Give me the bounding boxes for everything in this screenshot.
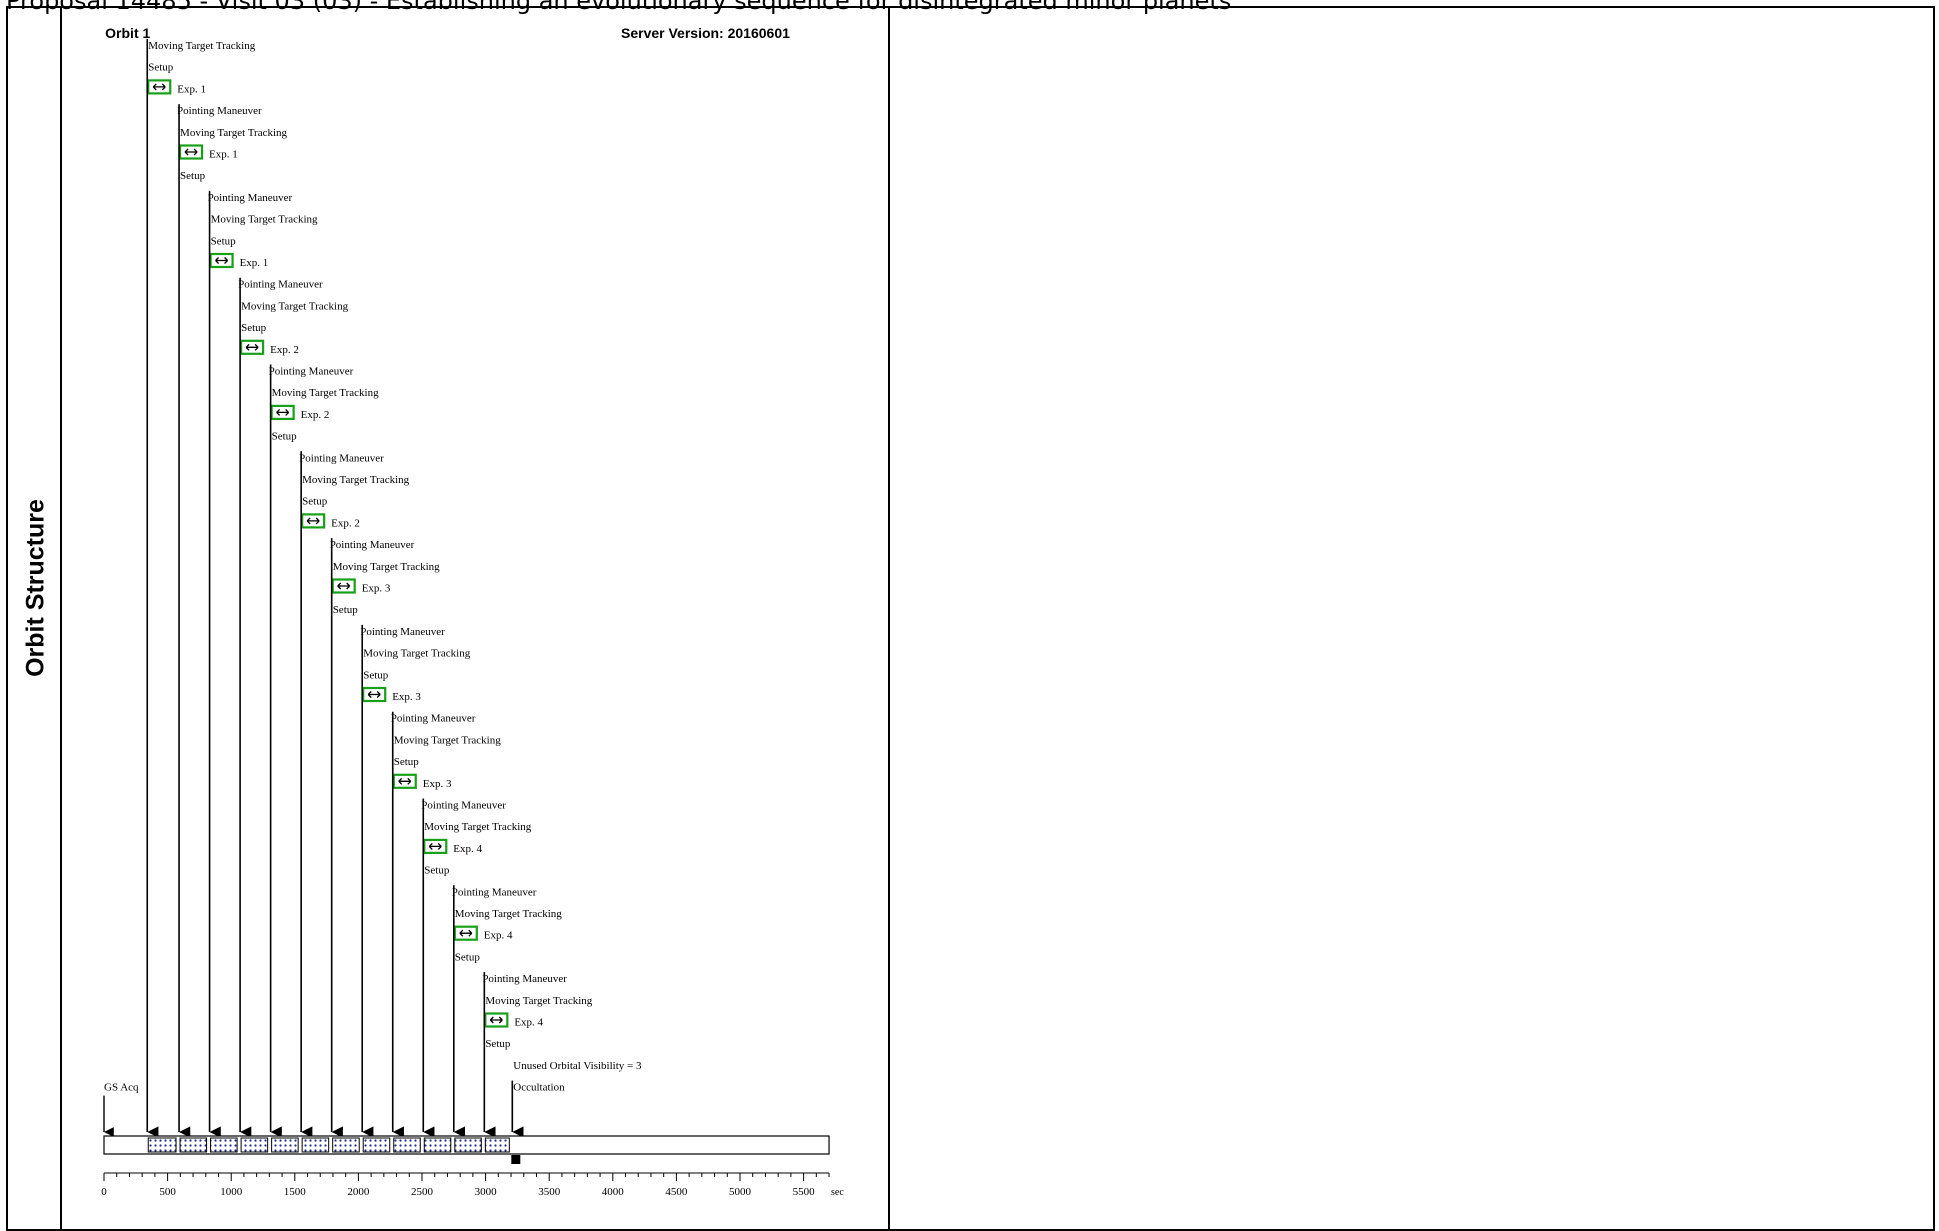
event-label: Moving Target Tracking [363, 648, 470, 660]
event-label: Pointing Maneuver [482, 973, 567, 985]
axis-tick-label: 2000 [347, 1186, 370, 1198]
exposure-label: Exp. 1 [209, 149, 238, 161]
event-label: Setup [211, 235, 237, 247]
double-arrow-icon [245, 343, 259, 351]
exposure-label: Exp. 3 [392, 691, 421, 703]
column-divider [888, 8, 890, 1229]
side-column: Orbit Structure [8, 8, 62, 1229]
event-label: Pointing Maneuver [330, 539, 415, 551]
event-label: Setup [333, 604, 359, 616]
orbit-timeline-diagram: Orbit 1 Server Version: 20160601 Moving Ta… [101, 25, 844, 1198]
event-label: Pointing Maneuver [360, 626, 445, 638]
event-label: Pointing Maneuver [177, 105, 262, 117]
exposure-label: Exp. 2 [301, 409, 330, 421]
double-arrow-icon [459, 929, 473, 937]
event-label: Moving Target Tracking [424, 821, 531, 833]
double-arrow-icon [337, 582, 351, 590]
event-label: Moving Target Tracking [302, 474, 409, 486]
double-arrow-icon [489, 1016, 503, 1024]
double-arrow-icon [215, 257, 229, 264]
axis-tick-label: 4500 [665, 1186, 688, 1198]
exposure-segment [301, 1137, 330, 1153]
gs-acq-label: GS Acq [104, 1082, 139, 1094]
event-label: Setup [394, 756, 420, 768]
exposure-label: Exp. 3 [423, 778, 452, 790]
event-label: Moving Target Tracking [485, 995, 592, 1007]
orbit-structure-panel: Orbit Structure Orbit 1 Server Version: 2… [6, 6, 1935, 1231]
event-label: Pointing Maneuver [208, 192, 293, 204]
axis-tick-label: 2500 [411, 1186, 434, 1198]
exposure-segment [240, 1137, 269, 1153]
axis-tick-label: 5000 [729, 1186, 752, 1198]
event-label: Setup [485, 1038, 511, 1050]
exposure-segment [393, 1137, 421, 1153]
event-label: Setup [424, 865, 450, 877]
exposure-segment [179, 1137, 208, 1153]
double-arrow-icon [152, 83, 166, 91]
event-label: Pointing Maneuver [452, 886, 537, 898]
exposure-label: Exp. 4 [514, 1017, 543, 1029]
event-label: Pointing Maneuver [299, 452, 384, 464]
axis-tick-label: 5500 [793, 1186, 816, 1198]
event-label: Pointing Maneuver [269, 366, 354, 378]
exposure-segment [271, 1137, 299, 1153]
orbit-label: Orbit 1 [105, 25, 150, 41]
axis-tick-label: 1000 [220, 1186, 243, 1198]
event-label: Moving Target Tracking [394, 734, 501, 746]
exposure-segment [484, 1137, 510, 1153]
exposure-segment [147, 1137, 177, 1153]
event-label: Pointing Maneuver [421, 800, 506, 812]
exposure-segment [454, 1137, 482, 1153]
event-label: Moving Target Tracking [241, 300, 348, 312]
double-arrow-icon [367, 691, 381, 698]
event-label: Setup [180, 170, 206, 182]
axis-tick-label: 500 [159, 1186, 176, 1198]
double-arrow-icon [428, 842, 442, 850]
axis-tick-label: 1500 [284, 1186, 307, 1198]
exposure-label: Exp. 4 [453, 843, 482, 855]
axis-tick-label: 4000 [602, 1186, 625, 1198]
exposure-segment [332, 1137, 360, 1153]
axis-tick-label: 0 [101, 1186, 107, 1198]
event-label: Pointing Maneuver [238, 279, 323, 291]
server-version: Server Version: 20160601 [621, 25, 790, 41]
exposure-label: Exp. 2 [270, 344, 299, 356]
double-arrow-icon [184, 148, 198, 156]
double-arrow-icon [276, 408, 290, 416]
axis-unit-label: sec [831, 1187, 844, 1198]
event-label: Moving Target Tracking [180, 127, 287, 139]
event-label: Moving Target Tracking [333, 561, 440, 573]
event-label: Moving Target Tracking [211, 214, 318, 226]
axis-tick-label: 3000 [475, 1186, 498, 1198]
exposure-label: Exp. 1 [240, 257, 269, 269]
double-arrow-icon [306, 517, 320, 525]
double-arrow-icon [398, 777, 412, 785]
exposure-label: Exp. 1 [177, 83, 206, 95]
occultation-label: Occultation [513, 1082, 565, 1094]
exposure-label: Exp. 2 [331, 517, 360, 529]
axis-tick-label: 3500 [538, 1186, 561, 1198]
event-label: Setup [302, 496, 328, 508]
event-label: Pointing Maneuver [391, 713, 476, 725]
occultation-marker [511, 1155, 521, 1164]
exposure-label: Exp. 3 [362, 583, 391, 595]
event-label: Moving Target Tracking [455, 908, 562, 920]
unused-visibility-label: Unused Orbital Visibility = 3 [513, 1060, 642, 1072]
exposure-segment [423, 1137, 452, 1153]
event-label: Setup [455, 951, 481, 963]
event-label: Moving Target Tracking [148, 40, 255, 52]
event-label: Setup [363, 669, 389, 681]
event-label: Setup [241, 322, 267, 334]
event-label: Setup [272, 431, 298, 443]
event-label: Moving Target Tracking [272, 387, 379, 399]
exposure-label: Exp. 4 [484, 930, 513, 942]
exposure-segment [362, 1137, 391, 1153]
exposure-segment [210, 1137, 238, 1153]
event-label: Setup [148, 62, 174, 74]
